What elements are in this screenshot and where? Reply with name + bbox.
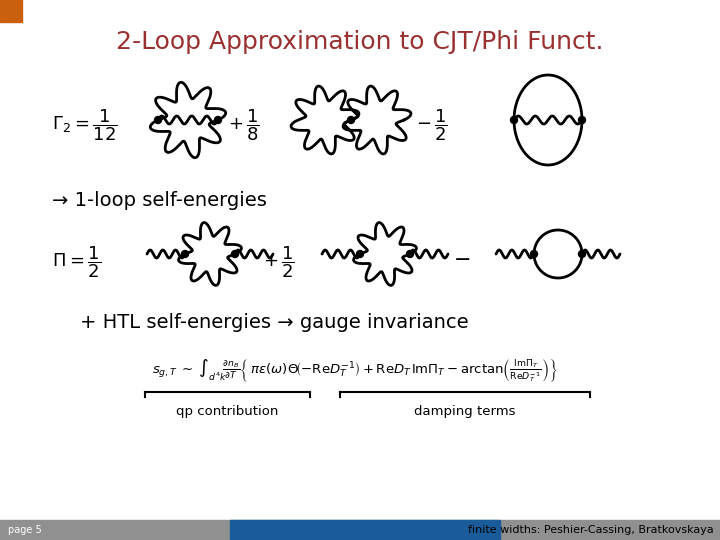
Circle shape: [578, 251, 585, 258]
Text: $-\,\dfrac{1}{2}$: $-\,\dfrac{1}{2}$: [416, 107, 447, 143]
Circle shape: [356, 251, 364, 258]
Bar: [0, 520, 720, 540]
Circle shape: [232, 251, 238, 258]
Circle shape: [510, 117, 518, 124]
Circle shape: [155, 117, 161, 124]
Text: $\Pi = \dfrac{1}{2}$: $\Pi = \dfrac{1}{2}$: [52, 244, 101, 280]
Text: $+\,\dfrac{1}{8}$: $+\,\dfrac{1}{8}$: [228, 107, 259, 143]
Text: finite widths: Peshier-Cassing, Bratkovskaya: finite widths: Peshier-Cassing, Bratkovs…: [468, 525, 714, 535]
Circle shape: [215, 117, 222, 124]
Circle shape: [348, 117, 354, 124]
Text: damping terms: damping terms: [414, 405, 516, 418]
Circle shape: [181, 251, 189, 258]
Text: $\Gamma_2 = \dfrac{1}{12}$: $\Gamma_2 = \dfrac{1}{12}$: [52, 107, 117, 143]
Text: 2-Loop Approximation to CJT/Phi Funct.: 2-Loop Approximation to CJT/Phi Funct.: [116, 30, 604, 54]
Text: $s_{g,T}\;\sim\;\int_{d^4k}\!\frac{\partial n_B}{\partial T}\left\{\,\pi\varepsi: $s_{g,T}\;\sim\;\int_{d^4k}\!\frac{\part…: [152, 356, 558, 383]
Text: $-$: $-$: [453, 248, 470, 268]
Text: → 1-loop self-energies: → 1-loop self-energies: [52, 191, 267, 210]
Text: $+\,\dfrac{1}{2}$: $+\,\dfrac{1}{2}$: [263, 244, 294, 280]
Text: page 5: page 5: [8, 525, 42, 535]
Text: + HTL self-energies → gauge invariance: + HTL self-energies → gauge invariance: [80, 313, 469, 332]
Bar: [230, 520, 500, 540]
Circle shape: [578, 117, 585, 124]
Text: qp contribution: qp contribution: [176, 405, 278, 418]
Circle shape: [407, 251, 413, 258]
Bar: [0, 0, 22, 22]
Circle shape: [531, 251, 538, 258]
